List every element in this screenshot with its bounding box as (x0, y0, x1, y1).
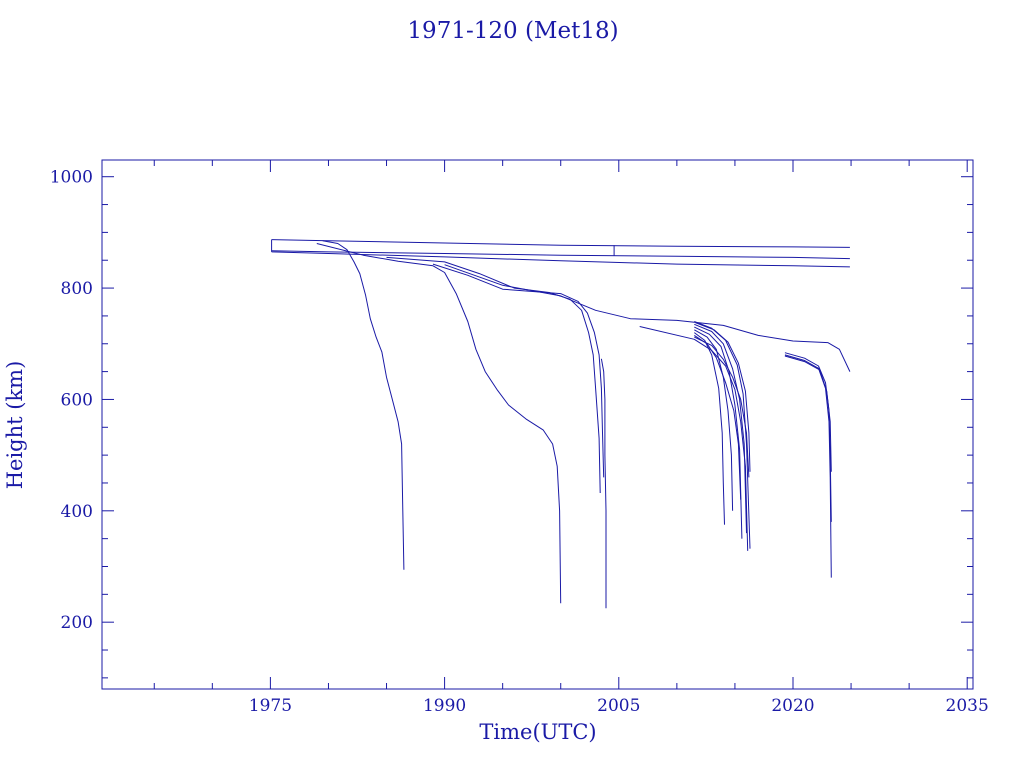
series-line-8 (386, 256, 601, 494)
x-tick-label: 2020 (771, 696, 814, 716)
y-tick-label: 1000 (50, 168, 93, 188)
x-axis-label: Time(UTC) (479, 720, 596, 744)
x-tick-label: 1975 (249, 696, 292, 716)
series-line-14 (694, 323, 747, 534)
series-line-18 (694, 334, 742, 500)
series-line-6 (322, 240, 405, 570)
series-line-9 (432, 263, 605, 478)
y-axis-label: Height (km) (3, 361, 27, 490)
series-line-11 (444, 264, 851, 372)
series-layer (271, 239, 851, 609)
y-tick-label: 400 (61, 502, 93, 522)
series-line-23 (784, 355, 832, 472)
series-line-2 (271, 250, 850, 260)
x-tick-label: 1990 (423, 696, 466, 716)
series-line-20 (695, 322, 751, 472)
y-tick-label: 200 (61, 613, 93, 633)
series-line-15 (694, 326, 743, 539)
series-line-3 (271, 251, 850, 268)
series-line-7 (316, 243, 562, 604)
axis-tick-labels: 1975 1990 2005 2020 2035 200 400 600 800 1000 (50, 168, 989, 716)
y-tick-label: 800 (61, 279, 93, 299)
series-line-13 (694, 321, 751, 549)
y-tick-label: 600 (61, 390, 93, 410)
x-tick-label: 2035 (946, 696, 989, 716)
series-line-17 (693, 332, 725, 525)
series-line-1 (271, 239, 850, 248)
axis-ticks (102, 160, 973, 689)
plot-frame (101, 159, 974, 690)
chart-title: 1971-120 (Met18) (407, 18, 618, 44)
x-tick-label: 2005 (597, 696, 640, 716)
series-line-10 (600, 358, 607, 609)
series-line-19 (694, 336, 750, 478)
